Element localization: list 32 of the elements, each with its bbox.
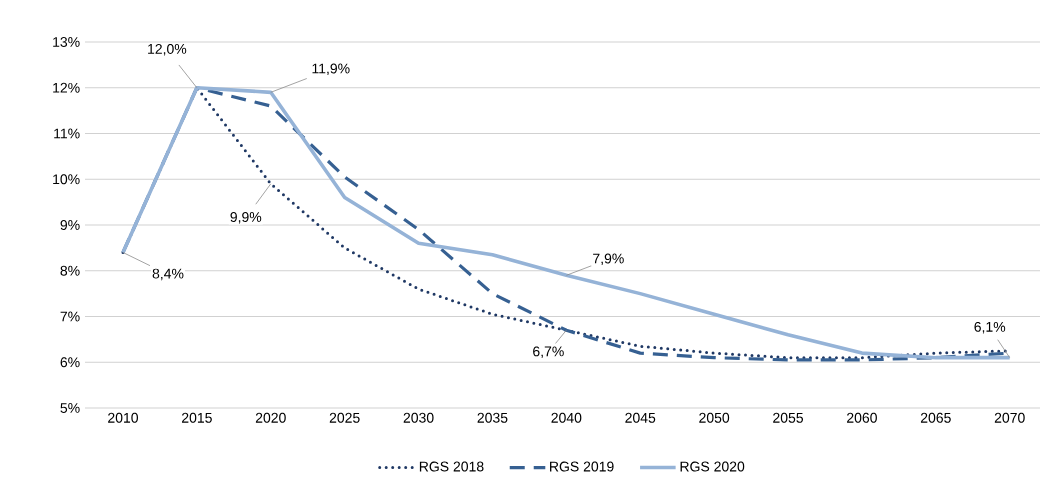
x-tick-label: 2065: [920, 412, 951, 423]
annotation: 12,0%: [148, 43, 187, 56]
x-tick-label: 2035: [477, 412, 508, 423]
annotation: 8,4%: [152, 268, 184, 281]
annotation: 6,7%: [533, 346, 564, 359]
annotation: 11,9%: [312, 63, 350, 76]
annotation: 6,1%: [974, 321, 1006, 334]
legend-label: RGS 2018: [419, 461, 484, 472]
x-tick-label: 2055: [773, 412, 804, 423]
y-tick-label: 11%: [54, 128, 80, 139]
y-tick-label: 13%: [53, 37, 80, 47]
x-tick-label: 2010: [108, 412, 139, 423]
annotation: 7,9%: [593, 253, 624, 266]
x-tick-label: 2030: [403, 412, 434, 423]
annotation: 9,9%: [230, 212, 262, 224]
x-tick-label: 2070: [994, 412, 1025, 423]
x-tick-label: 2050: [699, 412, 730, 423]
x-tick-label: 2015: [182, 412, 212, 423]
y-tick-label: 5%: [60, 403, 80, 413]
y-tick-label: 6%: [60, 357, 80, 368]
y-tick-label: 12%: [53, 82, 80, 93]
y-tick-label: 9%: [60, 220, 80, 230]
x-tick-label: 2025: [329, 412, 360, 423]
x-tick-label: 2045: [625, 412, 656, 423]
x-tick-label: 2020: [255, 412, 286, 423]
legend-label: RGS 2020: [680, 461, 745, 472]
x-tick-label: 2060: [847, 412, 877, 423]
y-tick-label: 7%: [60, 311, 80, 322]
y-tick-label: 10%: [53, 174, 80, 185]
x-tick-label: 2040: [551, 412, 582, 423]
legend-label: RGS 2019: [550, 461, 614, 472]
y-tick-label: 8%: [60, 265, 80, 276]
